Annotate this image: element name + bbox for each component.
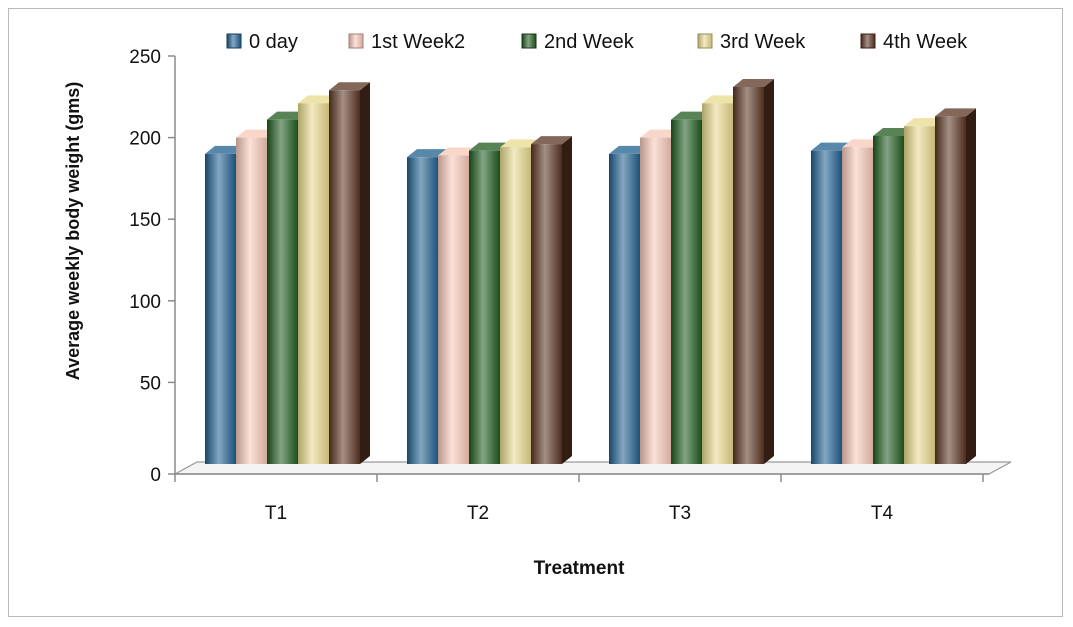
bar-front <box>267 119 298 464</box>
category-group-t4 <box>811 108 976 465</box>
bar-top <box>298 95 339 104</box>
bar-side <box>966 108 976 464</box>
y-tick-label: 150 <box>129 210 161 231</box>
bar-top <box>236 129 277 138</box>
bar-chart: 0 day 1st Week2 2nd Week 3rd Week 4th Week 0… <box>63 31 1012 579</box>
legend-label: 2nd Week <box>544 31 635 53</box>
legend-item: 4th Week <box>860 31 968 53</box>
bar-front <box>329 90 360 464</box>
bar-front <box>531 144 562 465</box>
bar-front <box>438 155 469 464</box>
bar-front <box>811 150 842 464</box>
bar-front <box>298 103 329 464</box>
y-tick-label: 100 <box>129 292 161 313</box>
x-tick-label: T4 <box>871 503 894 524</box>
x-tick-label: T1 <box>265 503 287 524</box>
bar-top <box>935 108 976 117</box>
y-tick-label: 0 <box>150 465 161 486</box>
y-tick-label: 50 <box>140 373 161 394</box>
bar-front <box>236 137 267 464</box>
bar-top <box>500 139 541 148</box>
x-axis: T1 T2 T3 T4 <box>174 473 989 524</box>
bar-side <box>562 136 572 464</box>
legend-item: 0 day <box>226 31 298 53</box>
bar-front <box>640 137 671 464</box>
legend-item: 2nd Week <box>521 31 635 53</box>
legend-item: 1st Week2 <box>348 31 465 53</box>
legend-label: 4th Week <box>883 31 968 53</box>
bar-front <box>842 147 873 464</box>
bar-front <box>904 126 935 465</box>
bar-top <box>811 142 852 151</box>
bar-side <box>360 82 370 464</box>
bar-top <box>671 111 712 120</box>
bar-front <box>671 119 702 464</box>
bar-top <box>733 79 774 88</box>
bar-top <box>329 82 370 91</box>
bar-front <box>500 147 531 464</box>
legend-swatch <box>697 33 713 49</box>
bar-front <box>935 116 966 464</box>
bar-top <box>640 129 681 138</box>
bar-front <box>873 135 904 464</box>
bar <box>935 108 976 464</box>
bar <box>531 136 572 465</box>
legend-label: 0 day <box>249 31 298 53</box>
category-group-t3 <box>609 79 774 465</box>
x-tick-label: T2 <box>467 503 489 524</box>
bar-front <box>702 103 733 464</box>
legend-swatch <box>860 33 876 49</box>
y-axis-title: Average weekly body weight (gms) <box>63 82 83 380</box>
y-axis: 0 50 100 150 200 250 <box>129 47 176 486</box>
chart-frame: 0 day 1st Week2 2nd Week 3rd Week 4th Week 0… <box>8 8 1063 617</box>
bar-top <box>842 139 883 148</box>
bar-front <box>205 153 236 465</box>
y-tick-label: 250 <box>129 47 161 68</box>
category-group-t2 <box>407 136 572 465</box>
legend: 0 day 1st Week2 2nd Week 3rd Week 4th Week <box>226 31 968 53</box>
legend-swatch <box>226 33 242 49</box>
bar <box>733 79 774 465</box>
bar-top <box>702 95 743 104</box>
bar <box>329 82 370 464</box>
y-tick-label: 200 <box>129 129 161 150</box>
bars <box>205 79 976 465</box>
bar-front <box>733 87 764 465</box>
bar-top <box>531 136 572 145</box>
bar-front <box>407 157 438 464</box>
bar-side <box>764 79 774 465</box>
legend-label: 3rd Week <box>720 31 806 53</box>
bar-top <box>205 145 246 154</box>
legend-swatch <box>348 33 364 49</box>
legend-label: 1st Week2 <box>371 31 465 53</box>
bar-top <box>407 149 448 158</box>
category-group-t1 <box>205 82 370 465</box>
bar-top <box>904 118 945 127</box>
bar-top <box>873 127 914 136</box>
x-tick-label: T3 <box>669 503 691 524</box>
bar-top <box>438 147 479 156</box>
x-axis-title: Treatment <box>534 558 625 579</box>
legend-item: 3rd Week <box>697 31 806 53</box>
bar-top <box>469 142 510 151</box>
bar-front <box>469 150 500 464</box>
legend-swatch <box>521 33 537 49</box>
bar-top <box>609 145 650 154</box>
bar-front <box>609 153 640 465</box>
bar-top <box>267 111 308 120</box>
